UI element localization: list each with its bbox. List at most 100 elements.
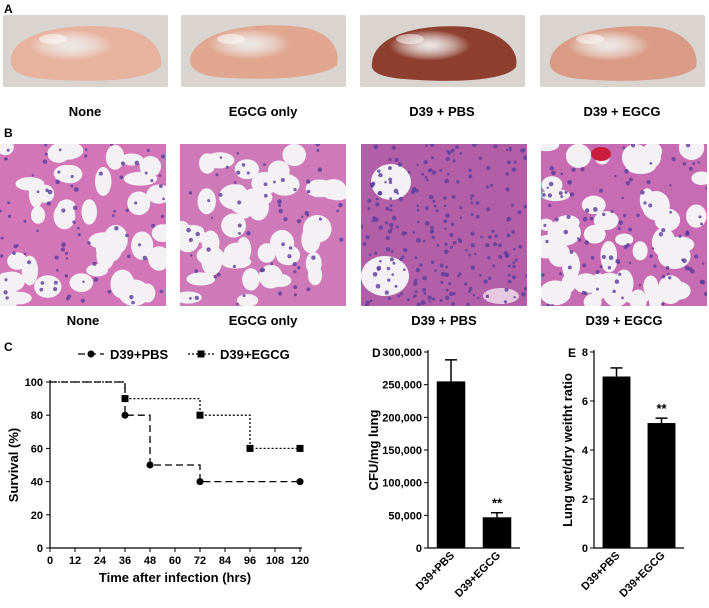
nucleus <box>419 263 423 267</box>
nucleus <box>567 179 573 185</box>
nucleus <box>416 220 420 224</box>
nucleus <box>567 265 572 270</box>
nucleus <box>580 167 585 172</box>
significance-label: ** <box>492 496 503 511</box>
nucleus <box>512 261 516 264</box>
nucleus <box>219 156 223 159</box>
alveolar-space <box>555 215 580 230</box>
alveolar-space <box>131 231 154 260</box>
nucleus <box>599 265 603 269</box>
nucleus <box>70 184 74 188</box>
nucleus <box>523 204 527 209</box>
nucleus <box>464 282 468 286</box>
nucleus <box>512 264 516 269</box>
alveolar-space <box>632 241 648 261</box>
alveolar-space <box>595 272 624 300</box>
nucleus <box>385 247 391 252</box>
nucleus <box>189 254 193 257</box>
nucleus <box>134 201 138 205</box>
alveolar-space <box>541 188 570 202</box>
panel-b-label-4: D39 + EGCG <box>585 313 663 328</box>
category-label: D39+EGCG <box>617 550 667 600</box>
nucleus <box>194 295 199 301</box>
nucleus <box>263 182 268 187</box>
nucleus <box>649 254 653 259</box>
nucleus <box>125 233 129 238</box>
nucleus <box>449 245 454 249</box>
nucleus <box>387 296 392 301</box>
nucleus <box>505 254 509 258</box>
nucleus <box>582 216 588 222</box>
nucleus <box>452 241 457 245</box>
nucleus <box>378 172 383 178</box>
panel-b-label-2: EGCG only <box>228 313 298 328</box>
lung-highlight <box>576 34 604 44</box>
nucleus <box>507 279 512 284</box>
y-tick-label: 0 <box>37 543 43 555</box>
nucleus <box>489 183 493 187</box>
nucleus <box>397 294 401 298</box>
nucleus <box>281 242 285 247</box>
alveolar-space <box>139 156 162 178</box>
panel-c-letter: C <box>4 340 13 354</box>
nucleus <box>134 160 140 166</box>
cfu-bar-chart: 0 50,000 100,000 150,000 200,000 250,000 300,0… <box>366 347 520 600</box>
alveolar-space <box>691 171 707 186</box>
nucleus <box>87 241 91 245</box>
nucleus <box>160 214 165 219</box>
nucleus <box>430 225 434 230</box>
nucleus <box>129 294 134 300</box>
panel-b-letter: B <box>4 126 13 140</box>
nucleus <box>137 243 142 247</box>
nucleus <box>0 209 2 213</box>
nucleus <box>668 276 672 280</box>
nucleus <box>361 224 364 229</box>
nucleus <box>511 167 517 172</box>
nucleus <box>470 194 474 198</box>
nucleus <box>61 208 66 213</box>
nucleus <box>429 144 435 147</box>
nucleus <box>456 179 460 184</box>
nucleus <box>379 259 382 263</box>
nucleus <box>233 181 237 184</box>
alveolar-space <box>105 144 125 170</box>
alveolar-space <box>361 256 409 296</box>
nucleus <box>704 291 707 297</box>
nucleus <box>445 265 449 269</box>
nucleus <box>44 144 48 147</box>
nucleus <box>451 194 456 199</box>
lung-photo-svg <box>181 15 346 87</box>
alveolar-space <box>57 164 83 184</box>
data-point <box>121 395 129 403</box>
wet-dry-bar-chart: 0 2 4 6 8 Lung wet/dry weitht ratio D39+PBS ** D… <box>560 347 684 600</box>
nucleus <box>44 152 48 156</box>
nucleus <box>425 144 428 147</box>
nucleus <box>424 221 430 226</box>
nucleus <box>365 235 370 240</box>
category-label: D39+EGCG <box>453 550 503 600</box>
nucleus <box>372 271 378 277</box>
alveolar-space <box>236 294 259 306</box>
nucleus <box>550 304 555 306</box>
nucleus <box>541 192 546 197</box>
nucleus <box>549 166 554 171</box>
nucleus <box>569 250 574 254</box>
nucleus <box>238 231 241 235</box>
nucleus <box>492 264 496 268</box>
nucleus <box>389 197 393 201</box>
nucleus <box>682 162 687 166</box>
alveolar-space <box>6 291 32 305</box>
nucleus <box>338 202 343 208</box>
nucleus <box>402 247 408 253</box>
nucleus <box>64 274 69 278</box>
nucleus <box>510 203 514 207</box>
nucleus <box>415 267 421 273</box>
nucleus <box>236 170 241 175</box>
nucleus <box>401 231 406 236</box>
histology-image-3 <box>361 144 527 306</box>
alveolar-space <box>196 245 224 266</box>
nucleus <box>649 161 653 165</box>
series-line-1 <box>50 381 300 483</box>
y-tick-label: 0 <box>582 543 588 555</box>
nucleus <box>423 159 428 165</box>
